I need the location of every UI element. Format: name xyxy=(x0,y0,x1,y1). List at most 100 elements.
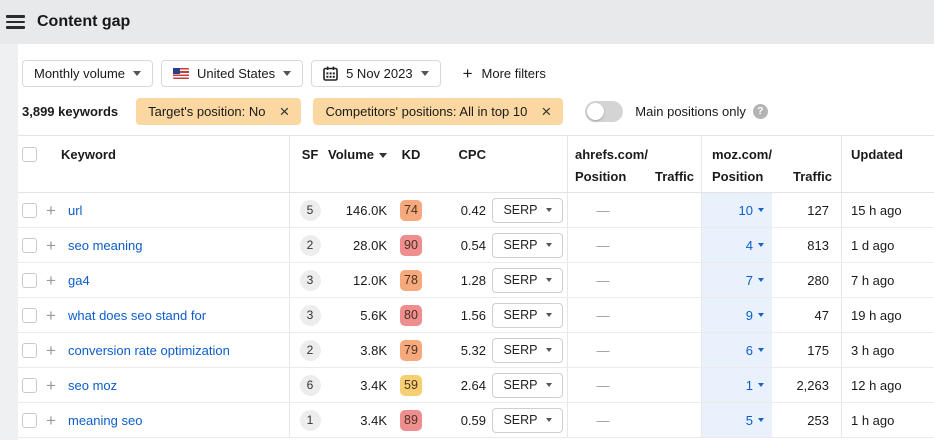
row-checkbox[interactable] xyxy=(22,237,37,253)
header-ahrefs-traffic[interactable]: Traffic xyxy=(654,169,694,184)
moz-position-link[interactable]: 10 xyxy=(739,203,764,218)
moz-traffic-value: 280 xyxy=(772,263,842,297)
serp-features-badge: 1 xyxy=(299,409,321,431)
header-sf[interactable]: SF xyxy=(301,147,319,162)
close-icon[interactable]: × xyxy=(541,102,552,121)
updated-value: 19 h ago xyxy=(851,307,902,323)
volume-value: 3.4K xyxy=(360,412,387,428)
volume-value: 12.0K xyxy=(353,272,387,288)
header-volume[interactable]: Volume xyxy=(328,136,390,192)
updated-value: 7 h ago xyxy=(851,272,895,288)
keyword-link[interactable]: meaning seo xyxy=(68,412,143,428)
volume-value: 28.0K xyxy=(353,237,387,253)
header-keyword[interactable]: Keyword xyxy=(46,136,290,192)
cpc-value: 1.28 xyxy=(460,272,486,288)
serp-features-badge: 3 xyxy=(299,269,321,291)
keyword-link[interactable]: seo meaning xyxy=(68,237,143,253)
chevron-down-icon xyxy=(758,278,764,282)
moz-position-link[interactable]: 1 xyxy=(746,378,764,393)
header-ahrefs-position[interactable]: Position xyxy=(575,169,627,184)
keywords-table: Keyword SF Volume KD CPC ahrefs.com/ Pos… xyxy=(18,135,934,438)
chevron-down-icon xyxy=(283,71,292,76)
row-checkbox[interactable] xyxy=(22,307,37,323)
add-to-list-icon[interactable]: + xyxy=(46,305,56,325)
serp-button-label: SERP xyxy=(503,413,538,427)
serp-features-badge: 3 xyxy=(299,304,321,326)
moz-position-value: 5 xyxy=(745,412,753,428)
filter-chip-label: Competitors' positions: All in top 10 xyxy=(325,104,528,119)
kd-badge: 89 xyxy=(400,409,422,431)
moz-traffic-value: 253 xyxy=(772,403,842,437)
moz-position-value: 10 xyxy=(738,202,753,218)
moz-position-link[interactable]: 7 xyxy=(746,273,764,288)
ahrefs-traffic-value xyxy=(638,368,702,402)
volume-value: 5.6K xyxy=(360,307,387,323)
serp-button[interactable]: SERP xyxy=(492,372,563,398)
header-moz-traffic[interactable]: Traffic xyxy=(792,169,832,184)
header-updated[interactable]: Updated xyxy=(851,147,903,162)
kd-badge: 90 xyxy=(400,234,422,256)
close-icon[interactable]: × xyxy=(279,102,290,121)
ahrefs-traffic-value xyxy=(638,193,702,227)
keyword-link[interactable]: seo moz xyxy=(68,377,118,393)
header-group-moz: moz.com/ Position Traffic xyxy=(702,136,842,192)
serp-button[interactable]: SERP xyxy=(492,197,563,223)
ahrefs-traffic-value xyxy=(638,333,702,367)
add-to-list-icon[interactable]: + xyxy=(46,200,56,220)
moz-position-link[interactable]: 9 xyxy=(746,308,764,323)
serp-features-badge: 2 xyxy=(299,339,321,361)
keyword-link[interactable]: what does seo stand for xyxy=(68,307,207,323)
add-to-list-icon[interactable]: + xyxy=(46,235,56,255)
select-all-checkbox[interactable] xyxy=(22,147,37,162)
help-icon[interactable]: ? xyxy=(752,104,768,119)
serp-button-label: SERP xyxy=(503,378,538,392)
volume-mode-label: Monthly volume xyxy=(34,66,126,81)
keyword-link[interactable]: conversion rate optimization xyxy=(68,342,230,358)
header-cpc[interactable]: CPC xyxy=(458,147,486,162)
ahrefs-position-value: — xyxy=(596,202,610,218)
ahrefs-position-value: — xyxy=(596,412,610,428)
chevron-down-icon xyxy=(758,313,764,317)
serp-button[interactable]: SERP xyxy=(492,302,563,328)
main-positions-toggle[interactable] xyxy=(585,101,624,122)
header-kd[interactable]: KD xyxy=(401,147,421,162)
sort-desc-icon xyxy=(379,153,387,158)
add-to-list-icon[interactable]: + xyxy=(46,340,56,360)
add-to-list-icon[interactable]: + xyxy=(46,410,56,430)
serp-button[interactable]: SERP xyxy=(492,337,563,363)
moz-position-link[interactable]: 5 xyxy=(746,413,764,428)
moz-position-value: 4 xyxy=(745,237,753,253)
moz-position-value: 7 xyxy=(745,272,753,288)
country-dropdown[interactable]: United States xyxy=(161,60,304,87)
row-checkbox[interactable] xyxy=(22,377,37,393)
serp-button[interactable]: SERP xyxy=(492,232,563,258)
moz-position-value: 9 xyxy=(745,307,753,323)
row-checkbox[interactable] xyxy=(22,272,37,288)
hamburger-menu-icon[interactable] xyxy=(6,15,25,29)
volume-mode-dropdown[interactable]: Monthly volume xyxy=(22,60,154,87)
row-checkbox[interactable] xyxy=(22,202,37,218)
add-to-list-icon[interactable]: + xyxy=(46,270,56,290)
cpc-value: 2.64 xyxy=(460,377,486,393)
table-row: + ga4 3 12.0K 78 1.28 SERP — 7 280 7 h a… xyxy=(18,263,934,298)
row-checkbox[interactable] xyxy=(22,412,37,428)
more-filters-button[interactable]: + More filters xyxy=(463,65,546,82)
moz-position-link[interactable]: 6 xyxy=(746,343,764,358)
chevron-down-icon xyxy=(545,418,552,422)
ahrefs-domain-label: ahrefs.com/ xyxy=(575,147,648,162)
serp-features-badge: 6 xyxy=(299,374,321,396)
chevron-down-icon xyxy=(545,208,552,212)
updated-value: 15 h ago xyxy=(851,202,902,218)
table-header: Keyword SF Volume KD CPC ahrefs.com/ Pos… xyxy=(18,136,934,193)
serp-button[interactable]: SERP xyxy=(492,267,563,293)
serp-button[interactable]: SERP xyxy=(492,407,563,433)
keyword-link[interactable]: ga4 xyxy=(68,272,90,288)
top-bar: Content gap xyxy=(0,0,934,44)
keyword-link[interactable]: url xyxy=(68,202,83,218)
row-checkbox[interactable] xyxy=(22,342,37,358)
moz-position-link[interactable]: 4 xyxy=(746,238,764,253)
kd-badge: 78 xyxy=(400,269,422,291)
date-dropdown[interactable]: 5 Nov 2023 xyxy=(311,60,441,87)
add-to-list-icon[interactable]: + xyxy=(46,375,56,395)
header-moz-position[interactable]: Position xyxy=(712,169,764,184)
